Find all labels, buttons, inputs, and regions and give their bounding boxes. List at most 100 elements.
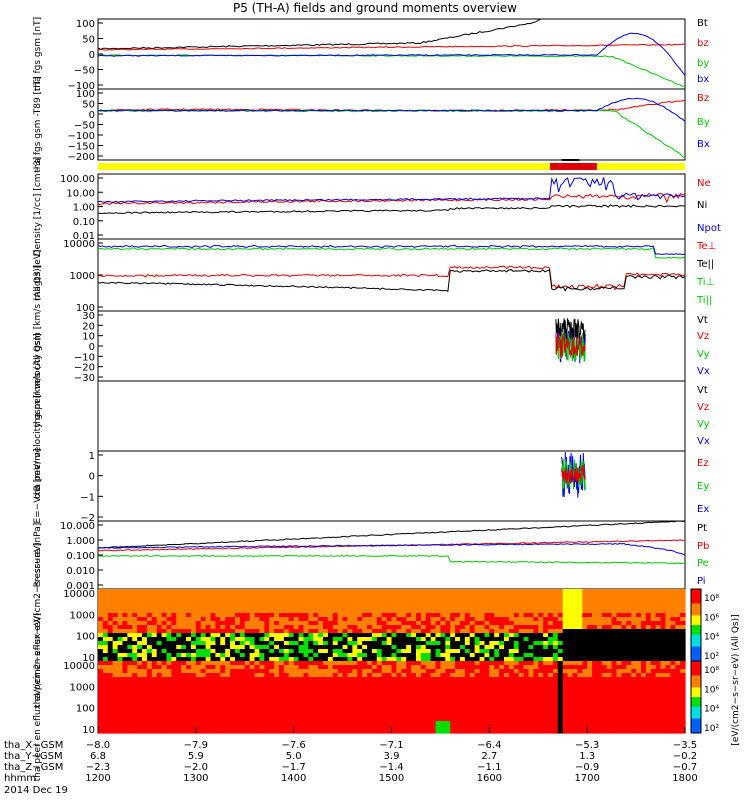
spec-cell: [195, 717, 202, 722]
spec-cell: [381, 705, 388, 710]
spec-cell: [215, 669, 221, 674]
spec-cell: [352, 689, 358, 694]
spec-cell: [474, 697, 481, 702]
spec-cell: [288, 669, 295, 674]
spec-cell: [582, 701, 588, 706]
spec-cell: [616, 725, 623, 730]
spec-cell: [230, 693, 236, 698]
spec-cell: [631, 709, 637, 714]
spec-cell: [342, 725, 349, 730]
spec-cell: [640, 701, 647, 706]
series-peir-2: [555, 332, 586, 359]
spec-cell: [494, 613, 500, 618]
spec-cell: [665, 625, 671, 630]
spec-cell: [127, 713, 133, 718]
spec-cell: [587, 689, 593, 694]
spec-cell: [572, 629, 578, 634]
spec-cell: [626, 609, 632, 614]
spec-cell: [347, 625, 353, 630]
spec-cell: [347, 617, 353, 622]
spec-cell: [210, 677, 216, 682]
spec-cell: [161, 641, 168, 646]
spec-cell: [288, 649, 295, 654]
spec-cell: [582, 649, 588, 654]
spec-cell: [636, 653, 642, 658]
spec-cell: [234, 601, 241, 606]
spec-cell: [484, 669, 490, 674]
spec-cell: [601, 701, 608, 706]
spec-cell: [132, 665, 138, 670]
spec-cell: [381, 589, 388, 594]
xaxis-value: −8.0: [86, 740, 110, 751]
spec-cell: [342, 713, 349, 718]
spec-cell: [508, 717, 515, 722]
spec-cell: [562, 653, 569, 658]
spec-cell: [234, 593, 241, 598]
spec-cell: [244, 617, 251, 622]
spec-cell: [176, 601, 182, 606]
spec-cell: [127, 665, 133, 670]
spec-cell: [396, 685, 402, 690]
spec-cell: [640, 721, 647, 726]
spec-cell: [166, 661, 172, 666]
spec-cell: [337, 609, 344, 614]
spec-cell: [670, 605, 676, 610]
spec-cell: [680, 649, 686, 654]
spec-cell: [396, 653, 402, 658]
spec-cell: [435, 649, 442, 654]
spec-cell: [440, 681, 446, 686]
spec-cell: [151, 641, 158, 646]
spec-cell: [190, 713, 197, 718]
spec-cell: [308, 677, 314, 682]
spec-cell: [308, 705, 314, 710]
spec-cell: [440, 645, 446, 650]
spec-cell: [469, 633, 476, 638]
spec-cell: [396, 681, 402, 686]
spec-cell: [518, 677, 525, 682]
legend-fgs_dip-Bz: Bz: [697, 93, 709, 104]
spec-cell: [420, 705, 427, 710]
spec-cell: [122, 589, 128, 594]
spec-cell: [278, 593, 285, 598]
spec-cell: [391, 729, 397, 734]
spec-cell: [606, 613, 613, 618]
spec-cell: [112, 613, 119, 618]
spec-cell: [557, 593, 564, 598]
spec-cell: [440, 665, 446, 670]
spec-cell: [440, 697, 446, 702]
spec-cell: [464, 677, 471, 682]
spec-cell: [210, 649, 216, 654]
spec-cell: [293, 729, 300, 734]
spec-cell: [122, 653, 128, 658]
spec-cell: [376, 601, 383, 606]
spec-cell: [362, 669, 368, 674]
spec-cell: [484, 613, 490, 618]
spec-cell: [122, 665, 128, 670]
spec-cell: [611, 641, 618, 646]
spec-cell: [337, 645, 344, 650]
spec-cell: [127, 725, 133, 730]
spec-cell: [616, 713, 623, 718]
spec-cell: [288, 605, 295, 610]
spec-cell: [455, 593, 461, 598]
spec-cell: [288, 717, 295, 722]
spec-cell: [347, 649, 353, 654]
spec-cell: [146, 729, 153, 734]
spec-cell: [548, 665, 554, 670]
spec-cell: [151, 605, 158, 610]
spec-cell: [562, 613, 569, 618]
spec-cell: [127, 729, 133, 734]
spec-cell: [107, 713, 114, 718]
spec-cell: [616, 593, 623, 598]
spec-cell: [357, 653, 363, 658]
spec-cell: [562, 669, 569, 674]
spec-cell: [552, 713, 559, 718]
spec-cell: [548, 625, 554, 630]
spec-cell: [352, 661, 358, 666]
spec-cell: [156, 665, 163, 670]
spec-cell: [391, 665, 397, 670]
spec-cell: [504, 649, 510, 654]
spec-cell: [518, 597, 525, 602]
spec-cell: [626, 689, 632, 694]
spec-cell: [548, 705, 554, 710]
